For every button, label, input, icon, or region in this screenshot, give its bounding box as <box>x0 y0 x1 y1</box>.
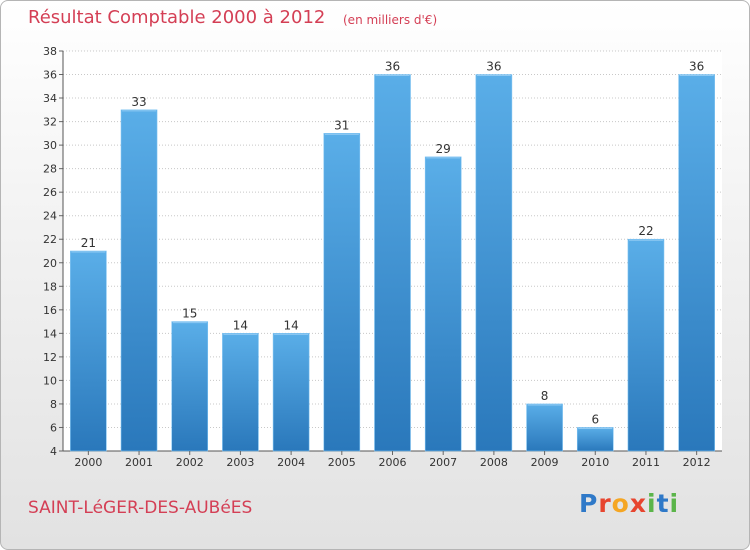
y-tick-label: 24 <box>43 210 57 223</box>
y-tick-label: 34 <box>43 92 57 105</box>
chart-title: Résultat Comptable 2000 à 2012 <box>28 7 326 28</box>
y-tick-label: 38 <box>43 45 57 58</box>
y-tick-label: 4 <box>50 445 57 458</box>
data-label: 36 <box>486 60 501 74</box>
data-label: 15 <box>182 307 197 321</box>
chart-subtitle: (en milliers d'€) <box>343 13 438 27</box>
data-label: 14 <box>233 318 248 332</box>
x-tick-label: 2011 <box>632 456 660 469</box>
x-tick-label: 2009 <box>531 456 559 469</box>
y-tick-label: 20 <box>43 257 57 270</box>
bar <box>120 109 158 452</box>
data-label: 21 <box>81 236 96 250</box>
bar <box>475 74 513 452</box>
data-label: 14 <box>283 318 298 332</box>
y-tick-label: 18 <box>43 280 57 293</box>
y-tick-label: 16 <box>43 304 57 317</box>
data-label: 36 <box>689 60 704 74</box>
x-tick-label: 2007 <box>429 456 457 469</box>
x-tick-label: 2012 <box>683 456 711 469</box>
commune-name: SAINT-LéGER-DES-AUBéES <box>28 498 253 518</box>
x-tick-label: 2008 <box>480 456 508 469</box>
data-label: 31 <box>334 118 349 132</box>
data-label: 33 <box>131 95 146 109</box>
x-tick-label: 2004 <box>277 456 305 469</box>
y-tick-label: 26 <box>43 186 57 199</box>
bar <box>222 333 259 452</box>
y-tick-label: 6 <box>50 421 57 434</box>
y-tick-label: 32 <box>43 116 57 129</box>
data-label: 6 <box>591 412 599 426</box>
logo-letter: x <box>629 489 647 518</box>
bar <box>424 156 462 452</box>
data-label: 36 <box>385 60 400 74</box>
bar <box>576 427 614 452</box>
y-tick-label: 36 <box>43 69 57 82</box>
data-label: 29 <box>436 142 451 156</box>
bar <box>627 238 665 452</box>
y-tick-label: 8 <box>50 398 57 411</box>
bar <box>323 133 361 452</box>
logo-letter: o <box>611 489 630 518</box>
y-tick-label: 14 <box>43 327 57 340</box>
y-tick-label: 10 <box>43 374 57 387</box>
x-tick-label: 2006 <box>379 456 407 469</box>
x-tick-label: 2002 <box>176 456 204 469</box>
logo-letter: P <box>579 489 599 518</box>
x-tick-label: 2005 <box>328 456 356 469</box>
y-tick-label: 22 <box>43 233 57 246</box>
bar <box>272 333 310 452</box>
x-tick-label: 2003 <box>226 456 254 469</box>
logo-letter: i <box>669 489 680 518</box>
y-tick-label: 30 <box>43 139 57 152</box>
y-tick-label: 12 <box>43 351 57 364</box>
bar <box>171 321 209 452</box>
bar <box>526 403 563 452</box>
bar <box>678 74 715 452</box>
x-tick-label: 2000 <box>74 456 102 469</box>
logo-letter: t <box>656 489 670 518</box>
logo-letter: i <box>647 489 657 518</box>
data-label: 8 <box>541 389 549 403</box>
x-tick-label: 2010 <box>581 456 609 469</box>
logo-letter: r <box>598 489 612 518</box>
proxiti-logo: Proxiti <box>579 489 679 518</box>
x-tick-label: 2001 <box>125 456 153 469</box>
y-tick-label: 28 <box>43 163 57 176</box>
bar <box>70 250 107 452</box>
data-label: 22 <box>638 224 653 238</box>
bar <box>374 74 411 452</box>
